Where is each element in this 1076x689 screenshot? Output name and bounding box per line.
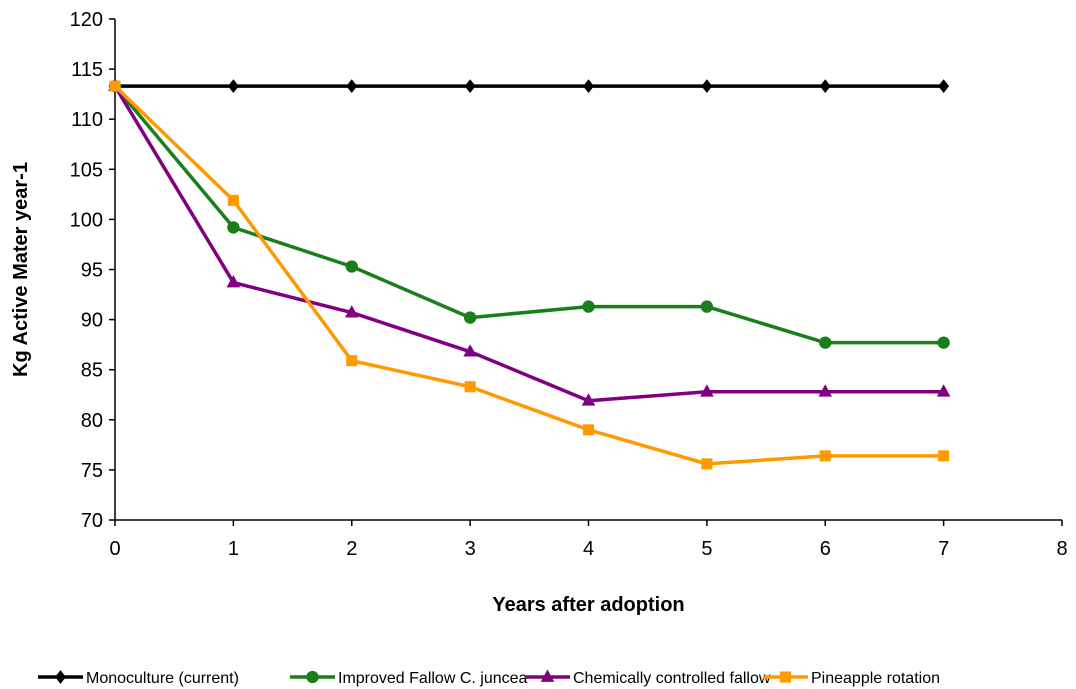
y-tick-label: 90 (81, 310, 103, 332)
data-point (227, 79, 239, 93)
data-point (938, 450, 950, 462)
data-point (700, 300, 714, 313)
y-tick-label: 115 (71, 59, 103, 81)
data-point (346, 79, 358, 93)
y-tick-label: 80 (81, 410, 103, 432)
chart-axes (114, 19, 1062, 521)
y-tick-label: 70 (81, 510, 103, 532)
data-point (701, 458, 713, 470)
series-2 (108, 78, 951, 406)
legend-marker (779, 671, 792, 683)
series-1 (108, 79, 950, 349)
x-tick-label: 3 (465, 538, 476, 560)
series-line (113, 85, 944, 403)
chart-ticks: 70 75 80 85 90 95 100 105 110 115 120 0 1 2 3 4 5 6 7 8 (70, 9, 1068, 560)
data-point (819, 79, 831, 93)
legend-marker (306, 670, 319, 684)
legend-label: Pineapple rotation (811, 670, 940, 687)
data-point (936, 384, 951, 397)
y-tick-label: 75 (81, 460, 103, 482)
data-point (818, 384, 833, 397)
legend-marker (55, 670, 66, 684)
y-tick-label: 110 (71, 109, 103, 131)
y-tick-label: 105 (70, 159, 103, 181)
data-point (227, 194, 239, 206)
data-point (463, 311, 477, 324)
data-point (937, 336, 950, 349)
data-point (345, 260, 358, 273)
data-point (109, 80, 121, 92)
data-point (701, 79, 713, 93)
y-axis-title: Kg Active Mater year-1 (10, 162, 32, 377)
legend-item: Improved Fallow C. juncea (290, 670, 528, 687)
data-point (464, 79, 476, 93)
legend-item: Pineapple rotation (763, 670, 940, 687)
legend-item: Monoculture (current) (38, 670, 239, 687)
data-point (227, 221, 240, 234)
data-point (700, 384, 714, 397)
data-point (464, 381, 476, 393)
data-point (938, 79, 950, 93)
data-point (346, 355, 358, 367)
series-3 (109, 80, 950, 470)
legend-marker (540, 669, 555, 682)
y-tick-label: 100 (70, 209, 103, 231)
x-tick-label: 8 (1056, 538, 1067, 560)
chart-legend: Monoculture (current) Improved Fallow C. … (38, 669, 940, 687)
x-tick-label: 6 (820, 538, 831, 560)
data-point (581, 393, 596, 406)
legend-label: Improved Fallow C. juncea (338, 670, 528, 687)
x-tick-label: 5 (701, 538, 712, 560)
data-point (819, 450, 831, 462)
x-tick-label: 0 (109, 538, 120, 560)
data-point (582, 300, 595, 313)
legend-item: Chemically controlled fallow (525, 669, 771, 687)
data-point (583, 79, 594, 93)
data-point (463, 344, 477, 357)
data-point (226, 275, 241, 288)
series-0 (109, 79, 950, 93)
x-tick-label: 2 (346, 538, 357, 560)
chart-series (108, 78, 951, 470)
y-tick-label: 95 (81, 260, 103, 282)
x-tick-label: 4 (583, 538, 594, 560)
x-axis-title: Years after adoption (492, 594, 684, 616)
data-point (344, 305, 359, 318)
legend-label: Chemically controlled fallow (573, 670, 771, 687)
series-line (113, 85, 944, 345)
x-tick-label: 1 (228, 538, 239, 560)
data-point (582, 424, 595, 436)
series-line (113, 84, 944, 466)
x-tick-label: 7 (938, 538, 949, 560)
y-tick-label: 120 (70, 9, 103, 31)
data-point (819, 336, 832, 349)
y-tick-label: 85 (81, 360, 103, 382)
legend-label: Monoculture (current) (86, 670, 239, 687)
